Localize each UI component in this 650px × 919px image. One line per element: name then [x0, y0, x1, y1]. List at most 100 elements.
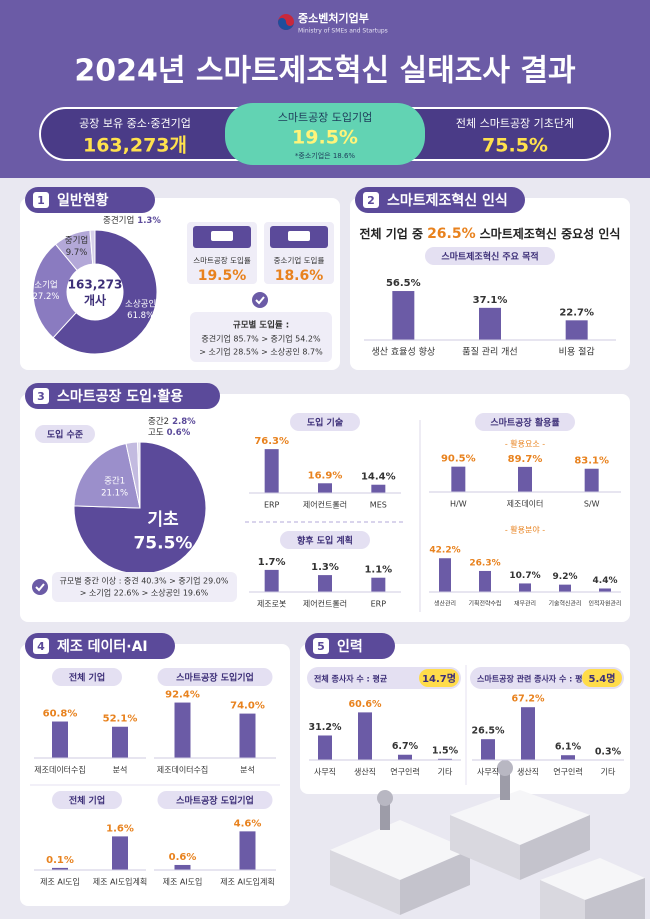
- bar: [52, 721, 68, 758]
- bar: [358, 712, 372, 760]
- chart-subtitle: - 활용요소 -: [505, 439, 545, 449]
- category-label: 사무직: [477, 767, 499, 777]
- pill: [35, 425, 95, 443]
- section-title: 스마트제조혁신 인식: [387, 192, 508, 209]
- bar: [481, 739, 495, 760]
- bar: [371, 484, 386, 493]
- summary-label: 공장 보유 중소·중견기업: [79, 117, 191, 130]
- value-label: 60.8%: [43, 709, 78, 720]
- section-title: 인력: [337, 638, 363, 655]
- section-tab: [25, 187, 155, 213]
- value-label: 0.3%: [595, 746, 622, 757]
- category-label: MES: [370, 501, 387, 510]
- value-label: 90.5%: [441, 454, 476, 465]
- category-label: 제조 AI도입계획: [220, 877, 275, 887]
- category-label: 생산관리: [434, 600, 456, 608]
- note-title: 규모별 도입률 :: [233, 320, 289, 331]
- note-line: 중견기업 85.7% > 중기업 54.2%: [201, 334, 321, 344]
- value-label: 0.1%: [46, 855, 74, 866]
- badge: [582, 669, 622, 687]
- bar: [318, 735, 332, 760]
- summary-value: 163,273개: [83, 135, 187, 157]
- badge-text: 14.7명: [422, 672, 456, 685]
- summary-label: 스마트공장 도입기업: [278, 111, 373, 124]
- section-title: 스마트공장 도입·활용: [57, 388, 183, 405]
- org-name-en: Ministry of SMEs and Startups: [298, 28, 388, 35]
- note-box: [190, 312, 332, 362]
- section-number-box: [33, 192, 49, 208]
- check-icon: [252, 292, 268, 308]
- value-label: 1.7%: [258, 557, 286, 568]
- category-label: 제어컨트롤러: [303, 500, 347, 510]
- value-label: 14.4%: [361, 472, 396, 483]
- card-label: 스마트공장 도입률: [193, 255, 251, 265]
- bar: [451, 466, 466, 492]
- slice-value: 0.6%: [167, 428, 191, 438]
- bar: [519, 583, 531, 592]
- chart-title: 도입 수준: [47, 429, 83, 441]
- slice-category: 중견기업: [103, 215, 134, 226]
- slice: [73, 441, 207, 575]
- slice-label: 중기업: [65, 236, 88, 246]
- bar: [599, 588, 611, 592]
- slice-label: 중간2 2.8%: [148, 416, 196, 427]
- section-number-box: [313, 638, 329, 654]
- category-label: 품질 관리 개선: [462, 346, 517, 358]
- bar: [264, 569, 279, 592]
- bar: [559, 584, 571, 592]
- value-label: 74.0%: [230, 701, 265, 712]
- category-label: 제조데이터수집: [34, 765, 86, 775]
- category-label: 기타: [438, 768, 453, 777]
- category-label: 분석: [240, 765, 255, 775]
- category-label: 제조 AI도입계획: [93, 877, 148, 887]
- check-icon: [32, 579, 48, 595]
- summary-value: 75.5%: [482, 135, 548, 157]
- category-label: H/W: [450, 500, 467, 509]
- slice-value: 61.8%: [127, 311, 154, 321]
- headline-part: 26.5%: [427, 226, 476, 242]
- bar: [392, 291, 415, 340]
- card-value: 18.6%: [275, 268, 324, 284]
- chart-title: 전체 종사자 수 : 평균: [314, 674, 388, 684]
- bar: [264, 449, 279, 493]
- headline-part: 스마트제조혁신 중요성 인식: [480, 226, 621, 241]
- badge: [419, 669, 459, 687]
- value-label: 9.2%: [553, 572, 578, 582]
- value-label: 1.5%: [432, 745, 459, 756]
- headline-part: 전체 기업 중: [360, 226, 424, 241]
- summary-value: 19.5%: [292, 127, 358, 149]
- category-label: ERP: [264, 501, 280, 510]
- chart-title: 스마트제조혁신 주요 목적: [441, 251, 538, 263]
- panel: [350, 198, 630, 370]
- value-label: 6.7%: [392, 741, 419, 752]
- slice-label: 중견기업 1.3%: [103, 215, 161, 226]
- value-label: 67.2%: [512, 694, 545, 705]
- chart-title: 스마트공장 활용률: [490, 417, 559, 429]
- pill: [157, 668, 273, 686]
- note-line: 규모별 중간 이상 : 중견 40.3% > 중기업 29.0%: [60, 576, 229, 586]
- bar: [371, 577, 386, 592]
- bar: [112, 726, 128, 758]
- bar: [521, 707, 535, 760]
- category-label: 제조로봇: [257, 600, 286, 609]
- slice-category: 중간2: [148, 416, 169, 427]
- category-label: 제조 AI도입: [163, 878, 203, 887]
- bar: [584, 468, 599, 492]
- note-line: > 소기업 22.6% > 소상공인 19.6%: [80, 588, 209, 598]
- pill: [52, 668, 122, 686]
- bar: [439, 558, 451, 592]
- category-label: 제조데이터수집: [157, 765, 209, 775]
- bar: [239, 713, 256, 758]
- category-label: ERP: [371, 600, 387, 609]
- value-label: 1.1%: [364, 565, 392, 576]
- value-label: 76.3%: [254, 436, 289, 447]
- pill: [475, 413, 575, 431]
- section-tab: [355, 187, 525, 213]
- category-label: 생산직: [517, 767, 539, 777]
- badge-text: 5.4명: [589, 672, 616, 685]
- slice-label: 고도 0.6%: [148, 428, 191, 438]
- section-tab: [25, 383, 220, 409]
- chart-subtitle: - 활용분야 -: [505, 525, 545, 535]
- chart-title: 전체 기업: [69, 795, 105, 807]
- section-number: 1: [37, 194, 45, 207]
